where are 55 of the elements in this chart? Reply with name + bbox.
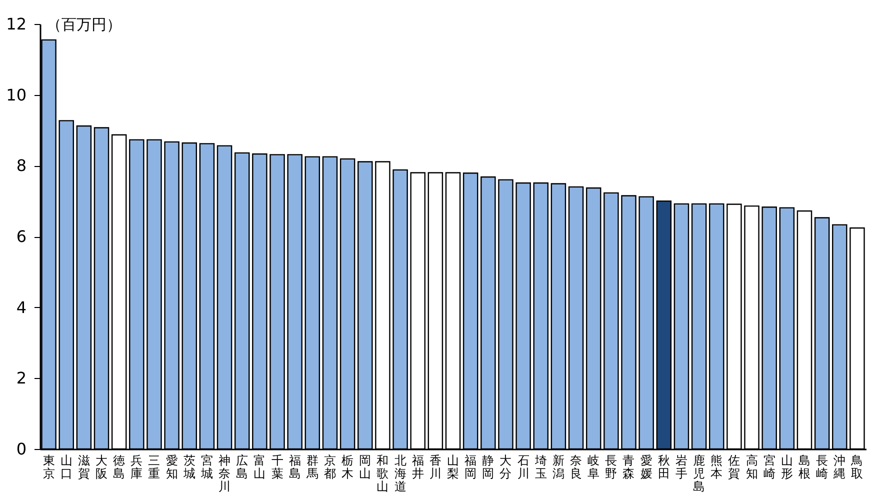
x-tick-label: 宮崎 [763,454,776,480]
x-tick-label: 岩手 [675,454,688,480]
y-tick-label: 6 [16,227,26,246]
x-tick-label: 山梨 [447,454,459,480]
x-tick-label: 熊本 [710,454,723,480]
x-tick-label: 福井 [412,454,424,480]
x-tick-label: 徳島 [113,454,126,480]
x-tick-label: 大阪 [96,454,108,480]
x-tick-label: 埼玉 [534,454,547,480]
x-tick-label: 新潟 [552,454,564,480]
x-tick-label: 神奈川 [218,454,231,494]
x-tick-label: 岐阜 [588,454,600,480]
x-tick-label: 宮城 [200,454,213,480]
x-tick-label: 兵庫 [130,454,143,480]
x-tick-label: 高知 [746,454,758,480]
x-tick-label: 鹿児島 [693,454,706,494]
y-tick-label: 2 [16,368,26,388]
x-tick-label: 青森 [622,454,635,480]
x-tick-label: 山形 [780,454,793,480]
y-tick-label: 10 [6,85,26,104]
x-tick-label: 京都 [324,454,336,480]
x-tick-label: 富山 [254,454,266,480]
x-tick-label: 大分 [500,454,512,480]
x-tick-label: 三重 [148,454,160,480]
x-tick-label: 山口 [60,454,72,480]
x-tick-label: 愛媛 [640,454,652,480]
x-tick-label: 静岡 [482,454,494,480]
x-tick-label: 奈良 [570,454,582,480]
x-tick-label: 長野 [605,454,618,480]
x-tick-label: 広島 [236,454,248,480]
x-tick-label: 香川 [429,454,442,480]
x-tick-label: 岡山 [359,454,372,480]
y-tick-label: 0 [16,440,26,458]
y-tick-label: 8 [16,156,26,176]
x-tick-label: 佐賀 [728,454,740,480]
x-tick-label: 栃木 [342,454,354,480]
x-tick-label: 石川 [517,454,530,480]
y-tick-label: 12 [6,14,26,34]
x-tick-label: 東京 [42,454,55,480]
x-tick-label: 滋賀 [78,454,90,480]
x-tick-label: 福島 [288,454,301,480]
x-tick-label: 秋田 [658,454,670,480]
x-tick-label: 和歌山 [376,454,389,494]
y-tick-label: 4 [16,298,26,317]
x-tick-label: 鳥取 [850,454,864,480]
x-tick-label: 島根 [798,454,810,480]
x-tick-label: 群馬 [305,454,318,480]
x-tick-label: 茨城 [182,454,196,480]
x-tick-label: 千葉 [271,454,284,480]
x-tick-label: 愛知 [166,454,178,480]
x-tick-label: 長崎 [816,454,828,480]
x-tick-label: 福岡 [464,454,477,480]
y-axis-title: （百万円） [46,16,122,34]
x-tick-label: 北海道 [394,454,406,494]
x-tick-label: 沖縄 [832,454,846,480]
